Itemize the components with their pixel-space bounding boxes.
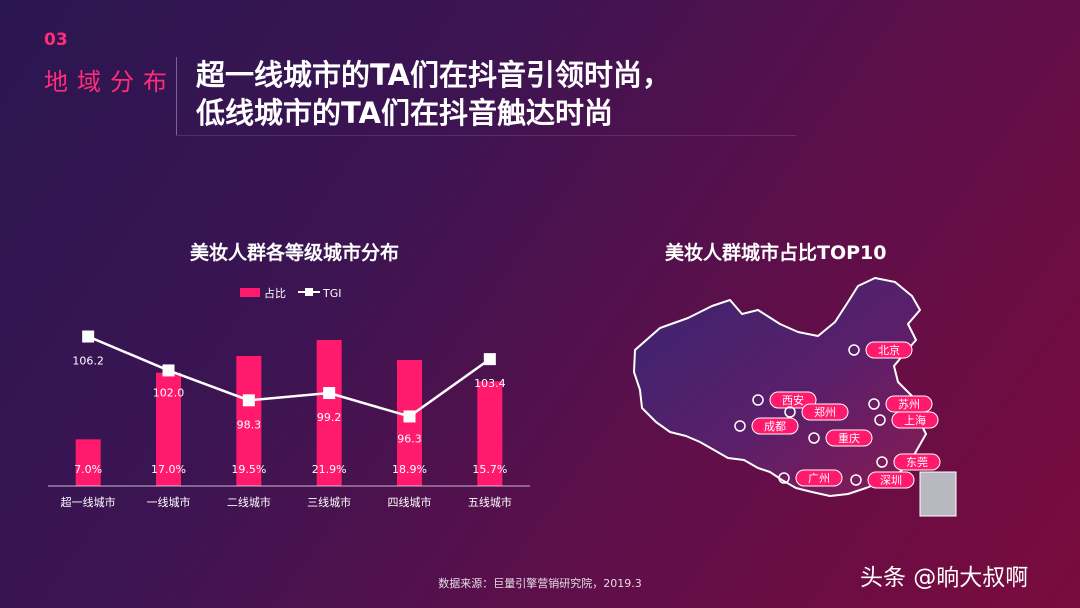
legend-label-line: TGI bbox=[322, 287, 342, 300]
bar bbox=[156, 372, 181, 486]
bar-value-label: 15.7% bbox=[472, 463, 507, 476]
city-marker: 东莞 bbox=[876, 453, 941, 471]
pin-icon bbox=[848, 344, 860, 356]
bar bbox=[477, 381, 503, 486]
bar-value-label: 21.9% bbox=[312, 463, 347, 476]
city-label-bg bbox=[867, 471, 915, 489]
headline-line-1: 超一线城市的TA们在抖音引领时尚， bbox=[196, 58, 671, 92]
city-label: 苏州 bbox=[898, 398, 920, 411]
city-label: 深圳 bbox=[880, 474, 902, 487]
bar-value-label: 18.9% bbox=[392, 463, 427, 476]
pin-icon bbox=[784, 406, 796, 418]
bar-chart: 占比 TGI 7.0% 17.0% 19.5% 21.9% 18.9% 15.7% 超一线城市 一… bbox=[48, 286, 530, 509]
city-marker: 苏州 bbox=[868, 395, 933, 413]
city-marker: 成都 bbox=[734, 417, 799, 435]
bar-value-label: 7.0% bbox=[74, 463, 102, 476]
pin-icon bbox=[876, 456, 888, 468]
city-marker: 重庆 bbox=[808, 429, 873, 447]
headline: 超一线城市的TA们在抖音引领时尚， 低线城市的TA们在抖音触达时尚 bbox=[196, 56, 671, 132]
bar bbox=[236, 356, 262, 486]
city-label: 西安 bbox=[782, 393, 804, 407]
city-marker: 广州 bbox=[778, 469, 843, 487]
pin-icon bbox=[808, 432, 820, 444]
pin-icon bbox=[752, 394, 764, 406]
city-label-bg bbox=[795, 469, 843, 487]
bar bbox=[75, 439, 101, 486]
tgi-value-label: 98.3 bbox=[237, 418, 261, 431]
bar-chart-title: 美妆人群各等级城市分布 bbox=[190, 242, 400, 264]
tgi-point bbox=[82, 330, 95, 343]
tgi-value-label: 96.3 bbox=[397, 432, 422, 445]
tgi-point bbox=[403, 410, 416, 423]
x-tick-label: 五线城市 bbox=[468, 495, 512, 509]
x-tick-label: 三线城市 bbox=[307, 495, 351, 509]
city-label-bg bbox=[893, 453, 941, 471]
headline-line-2: 低线城市的TA们在抖音触达时尚 bbox=[196, 96, 613, 130]
city-label: 郑州 bbox=[814, 405, 836, 419]
title-underline bbox=[176, 135, 796, 136]
tgi-value-label: 99.2 bbox=[317, 411, 342, 424]
title-divider bbox=[176, 57, 177, 135]
tgi-point bbox=[483, 353, 496, 366]
x-tick-label: 超一线城市 bbox=[61, 495, 116, 509]
city-label: 成都 bbox=[764, 420, 786, 433]
china-map-outline bbox=[633, 277, 927, 497]
city-marker: 深圳 bbox=[850, 471, 915, 489]
legend-swatch-bar bbox=[240, 288, 260, 297]
x-tick-label: 一线城市 bbox=[147, 495, 191, 509]
bar bbox=[397, 360, 422, 486]
city-label: 上海 bbox=[904, 413, 926, 427]
chart-legend: 占比 TGI bbox=[240, 286, 342, 300]
pin-icon bbox=[734, 420, 746, 432]
tgi-value-label: 102.0 bbox=[153, 386, 185, 399]
legend-marker-line bbox=[305, 288, 313, 296]
tgi-value-label: 106.2 bbox=[72, 355, 104, 368]
city-label-bg bbox=[825, 429, 873, 447]
city-label-bg bbox=[751, 417, 799, 435]
x-tick-label: 四线城市 bbox=[388, 495, 432, 509]
city-label-bg bbox=[865, 341, 913, 359]
pin-icon bbox=[850, 474, 862, 486]
section-name: 地域分布 bbox=[44, 68, 176, 96]
city-marker: 郑州 bbox=[784, 403, 849, 421]
city-label: 北京 bbox=[878, 343, 900, 357]
pin-icon bbox=[778, 472, 790, 484]
south-sea-inset bbox=[919, 471, 957, 517]
city-marker: 北京 bbox=[848, 341, 913, 359]
city-label-bg bbox=[891, 411, 939, 429]
bar-value-label: 17.0% bbox=[151, 463, 186, 476]
city-label-bg bbox=[801, 403, 849, 421]
bar bbox=[316, 340, 342, 486]
pin-icon bbox=[868, 398, 880, 410]
section-number: 03 bbox=[44, 30, 68, 50]
tgi-point bbox=[323, 387, 336, 400]
tgi-point bbox=[162, 364, 175, 377]
watermark: 头条 @晌大叔啊 bbox=[860, 565, 1029, 591]
bar-value-label: 19.5% bbox=[231, 463, 266, 476]
city-marker: 上海 bbox=[874, 411, 939, 429]
tgi-point bbox=[242, 394, 255, 407]
tgi-line bbox=[87, 335, 491, 418]
map-title: 美妆人群城市占比TOP10 bbox=[665, 242, 887, 264]
city-label: 重庆 bbox=[838, 431, 860, 445]
legend-label-bar: 占比 bbox=[264, 286, 286, 300]
x-tick-label: 二线城市 bbox=[227, 495, 271, 509]
city-label: 广州 bbox=[808, 472, 830, 485]
source-note: 数据来源：巨量引擎营销研究院，2019.3 bbox=[438, 577, 642, 590]
tgi-value-label: 103.4 bbox=[474, 377, 506, 390]
pin-icon bbox=[874, 414, 886, 426]
city-label: 东莞 bbox=[906, 456, 928, 469]
